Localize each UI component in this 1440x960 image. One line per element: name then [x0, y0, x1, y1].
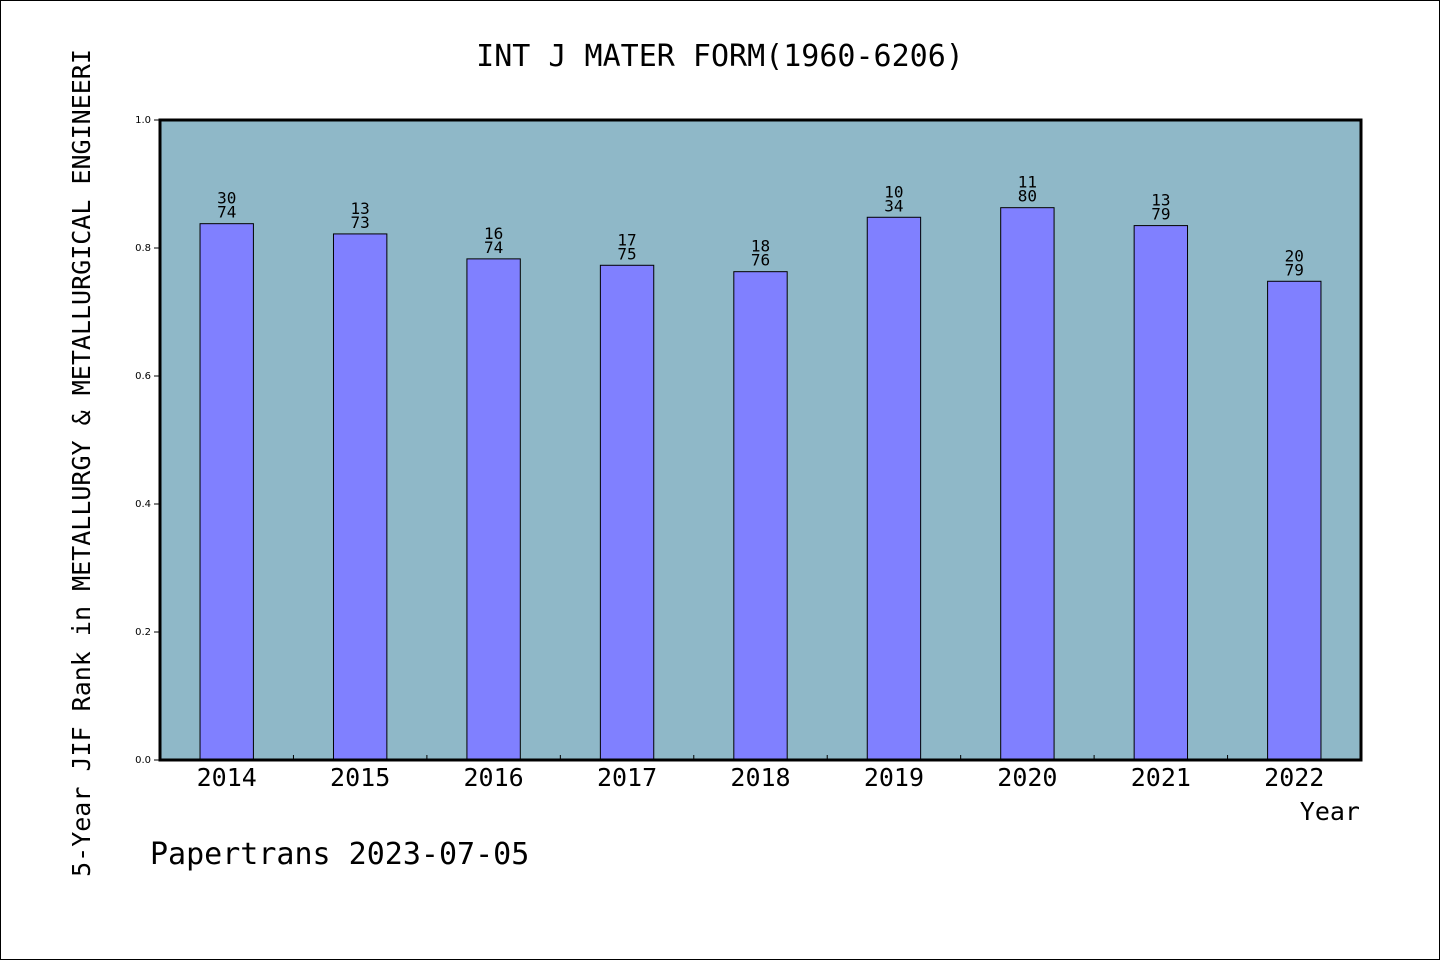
bar: [733, 271, 788, 761]
bar-label-total: 79: [1285, 260, 1304, 279]
x-tick-label: 2020: [997, 763, 1057, 792]
x-tick-label: 2016: [464, 763, 524, 792]
x-tick-label: 2018: [730, 763, 790, 792]
y-tick-label: 1.0: [135, 115, 151, 126]
y-axis-label: 5-Year JIF Rank in METALLURGY & METALLUR…: [67, 49, 96, 877]
bar-label-total: 80: [1018, 187, 1037, 206]
plot-border: [158, 118, 1363, 762]
bar-label-total: 34: [884, 196, 903, 215]
bar-label-total: 74: [484, 238, 503, 257]
bar-label-rank: 10: [884, 182, 903, 201]
bar-label-rank: 30: [217, 189, 236, 208]
chart-title: INT J MATER FORM(1960-6206): [476, 39, 964, 74]
bar: [1267, 280, 1322, 761]
bar: [199, 223, 254, 761]
bar-label-total: 74: [217, 203, 236, 222]
x-tick-label: 2017: [597, 763, 657, 792]
bar: [1000, 207, 1055, 761]
bar-label-total: 73: [351, 213, 370, 232]
bar-label-total: 76: [751, 251, 770, 270]
bar: [1133, 225, 1189, 761]
y-tick-label: 0.8: [135, 243, 151, 254]
x-tick-label: 2022: [1264, 763, 1324, 792]
bar-label-rank: 17: [617, 230, 636, 249]
bars: [199, 207, 1322, 761]
bar-label-total: 75: [617, 244, 636, 263]
bar-label-rank: 13: [1151, 191, 1170, 210]
bar: [332, 233, 388, 761]
bar-label-rank: 16: [484, 224, 503, 243]
y-tick-label: 0.2: [135, 627, 151, 638]
bar-label-total: 79: [1151, 205, 1170, 224]
y-axis: 0.0 0.2 0.4 0.6 0.8 1.0: [135, 115, 160, 766]
x-tick-label: 2019: [864, 763, 924, 792]
bar-label-rank: 13: [351, 199, 370, 218]
bar: [866, 216, 922, 761]
y-tick-label: 0.0: [135, 755, 151, 766]
footer-credit: Papertrans 2023-07-05: [150, 837, 529, 872]
bar-label-rank: 18: [751, 237, 770, 256]
x-axis: 2014 2015 2016 2017 2018 2019 2020 2021 2022: [197, 755, 1324, 792]
bar-label-rank: 11: [1018, 173, 1037, 192]
bar-label-rank: 20: [1285, 246, 1304, 265]
x-tick-label: 2014: [197, 763, 257, 792]
x-tick-label: 2015: [330, 763, 390, 792]
y-tick-label: 0.6: [135, 371, 151, 382]
x-tick-label: 2021: [1131, 763, 1191, 792]
y-tick-label: 0.4: [135, 499, 151, 510]
bar: [599, 264, 655, 761]
bar: [466, 258, 521, 761]
x-axis-label: Year: [1300, 797, 1360, 826]
